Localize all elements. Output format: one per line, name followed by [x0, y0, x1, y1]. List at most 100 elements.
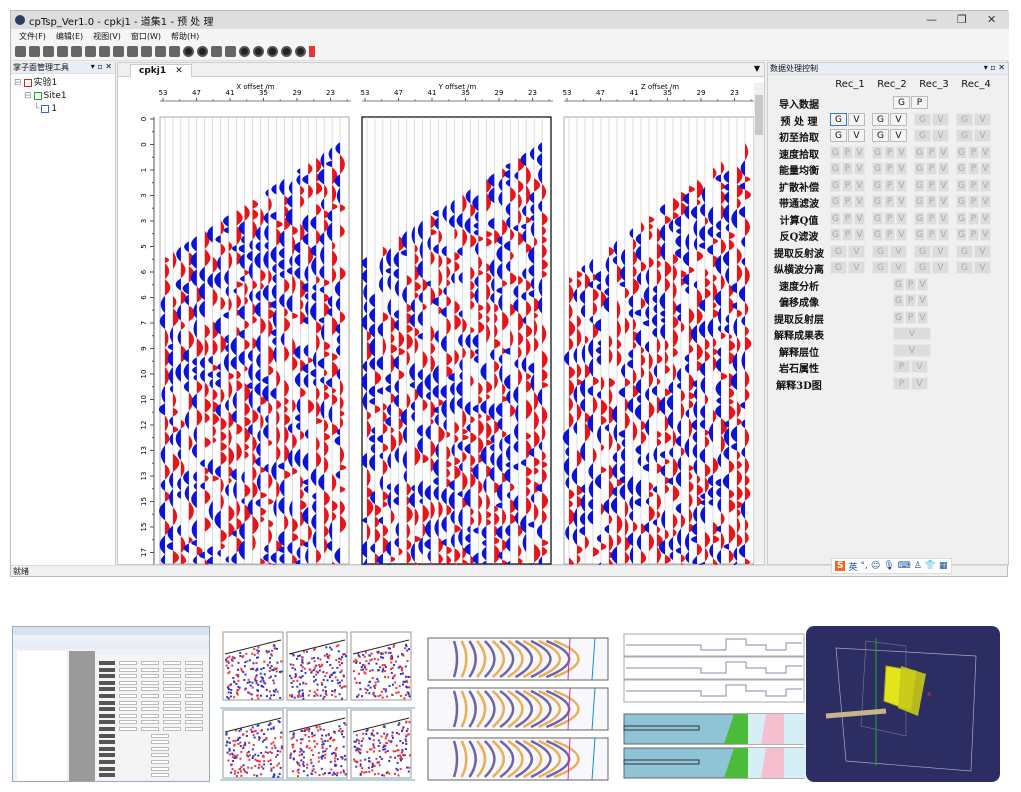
button-g[interactable]: G — [830, 244, 847, 258]
toolbar-tool-10-icon[interactable] — [141, 46, 152, 57]
button-p[interactable]: P — [926, 145, 937, 159]
button-g[interactable]: G — [914, 162, 925, 175]
button-g[interactable]: G — [956, 112, 973, 126]
toolbar-tool-3-icon[interactable] — [43, 46, 54, 57]
button-p[interactable]: P — [884, 211, 895, 225]
button-v[interactable]: V — [848, 129, 865, 142]
button-g[interactable]: G — [914, 244, 931, 258]
button-v[interactable]: V — [848, 112, 865, 126]
toolbar-tool-17-icon[interactable] — [239, 46, 250, 57]
button-g[interactable]: G — [872, 129, 889, 142]
tree-expander[interactable]: ⊟ — [14, 78, 22, 88]
button-g[interactable]: G — [956, 162, 967, 175]
button-v[interactable]: V — [932, 244, 949, 258]
tab-dropdown-icon[interactable]: ▼ — [753, 64, 760, 73]
tree-item[interactable]: └ 1 — [11, 103, 115, 115]
button-v[interactable]: V — [938, 228, 949, 241]
button-g[interactable]: G — [872, 145, 883, 159]
menu-view[interactable]: 视图(V) — [93, 31, 121, 41]
toolbar-tool-12-icon[interactable] — [169, 46, 180, 57]
menu-file[interactable]: 文件(F) — [19, 31, 46, 41]
button-v[interactable]: V — [917, 294, 928, 307]
button-v[interactable]: V — [890, 261, 907, 274]
button-v[interactable]: V — [890, 244, 907, 258]
button-g[interactable]: G — [830, 228, 841, 241]
button-g[interactable]: G — [914, 261, 931, 274]
button-v[interactable]: V — [896, 178, 907, 192]
toolbar-tool-13-icon[interactable] — [183, 46, 194, 57]
tree-item[interactable]: ⊟ Site1 — [11, 90, 115, 102]
button-v[interactable]: V — [938, 162, 949, 175]
menu-window[interactable]: 窗口(W) — [130, 31, 162, 41]
button-v[interactable]: V — [854, 178, 865, 192]
toolbar-tool-22-icon[interactable] — [309, 46, 315, 57]
button-p[interactable]: P — [893, 360, 910, 373]
button-g[interactable]: G — [914, 211, 925, 225]
button-v[interactable]: V — [917, 277, 928, 291]
button-v[interactable]: V — [938, 178, 949, 192]
menu-help[interactable]: 帮助(H) — [171, 31, 200, 41]
button-p[interactable]: P — [884, 228, 895, 241]
button-g[interactable]: G — [914, 145, 925, 159]
button-v[interactable]: V — [854, 228, 865, 241]
button-v[interactable]: V — [980, 195, 991, 208]
button-v[interactable]: V — [911, 376, 928, 390]
button-v[interactable]: V — [938, 211, 949, 225]
button-v[interactable]: V — [896, 228, 907, 241]
toolbar-tool-9-icon[interactable] — [127, 46, 138, 57]
button-v[interactable]: V — [932, 129, 949, 142]
button-v[interactable]: V — [980, 228, 991, 241]
button-v[interactable]: V — [938, 145, 949, 159]
button-p[interactable]: P — [968, 211, 979, 225]
button-p[interactable]: P — [842, 211, 853, 225]
scrollbar-thumb[interactable] — [755, 95, 763, 135]
button-g[interactable]: G — [893, 277, 904, 291]
toolbar-tool-21-icon[interactable] — [295, 46, 306, 57]
button-g[interactable]: G — [872, 162, 883, 175]
minimize-button[interactable]: — — [926, 13, 937, 26]
button-v[interactable]: V — [854, 162, 865, 175]
punctuation-icon[interactable]: °, — [860, 561, 868, 571]
button-p[interactable]: P — [926, 195, 937, 208]
button-p[interactable]: P — [884, 195, 895, 208]
toolbar-tool-5-icon[interactable] — [71, 46, 82, 57]
button-g[interactable]: G — [914, 129, 931, 142]
button-g[interactable]: G — [872, 178, 883, 192]
emoji-icon[interactable]: ☺ — [870, 561, 881, 571]
button-g[interactable]: G — [956, 129, 973, 142]
toolbar-tool-16-icon[interactable] — [225, 46, 236, 57]
button-v[interactable]: V — [932, 112, 949, 126]
button-v[interactable]: V — [911, 360, 928, 373]
button-g[interactable]: G — [830, 261, 847, 274]
menu-edit[interactable]: 编辑(E) — [55, 31, 84, 41]
button-v[interactable]: V — [980, 145, 991, 159]
button-p[interactable]: P — [905, 310, 916, 324]
button-g[interactable]: G — [872, 211, 883, 225]
button-p[interactable]: P — [968, 162, 979, 175]
toolbar-tool-19-icon[interactable] — [267, 46, 278, 57]
toolbar-tool-1-icon[interactable] — [15, 46, 26, 57]
button-g[interactable]: G — [830, 112, 847, 126]
toolbar-tool-6-icon[interactable] — [85, 46, 96, 57]
toolbar-tool-14-icon[interactable] — [197, 46, 208, 57]
button-p[interactable]: P — [968, 228, 979, 241]
button-v[interactable]: V — [890, 112, 907, 126]
button-v[interactable]: V — [896, 211, 907, 225]
button-p[interactable]: P — [842, 162, 853, 175]
tree-item[interactable]: ⊟ 实验1 — [11, 77, 115, 89]
button-g[interactable]: G — [956, 178, 967, 192]
button-g[interactable]: G — [956, 261, 973, 274]
tree-expander[interactable]: ⊟ — [24, 91, 32, 101]
button-p[interactable]: P — [842, 228, 853, 241]
button-g[interactable]: G — [872, 244, 889, 258]
button-v[interactable]: V — [980, 162, 991, 175]
button-g[interactable]: G — [872, 195, 883, 208]
button-v[interactable]: V — [980, 178, 991, 192]
button-v[interactable]: V — [896, 162, 907, 175]
button-p[interactable]: P — [926, 211, 937, 225]
button-v[interactable]: V — [938, 195, 949, 208]
button-g[interactable]: G — [914, 178, 925, 192]
button-v[interactable]: V — [893, 343, 931, 357]
button-v[interactable]: V — [854, 145, 865, 159]
user-icon[interactable]: ♙ — [913, 561, 922, 571]
